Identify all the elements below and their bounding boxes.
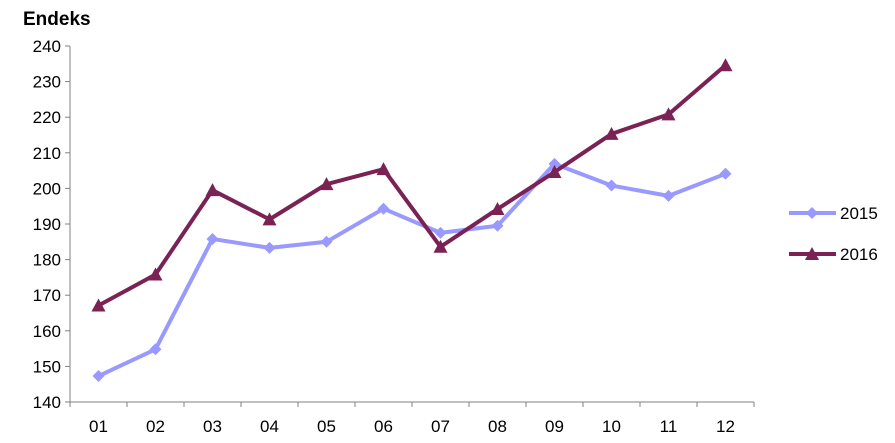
- series-line-2015: [97, 161, 727, 378]
- series-2016: [91, 58, 733, 312]
- data-point-2016: [718, 58, 733, 72]
- data-point-2015: [92, 370, 105, 383]
- data-point-2015: [662, 189, 675, 202]
- data-point-2016: [91, 298, 106, 312]
- series-layer: [91, 58, 733, 383]
- data-point-2015: [434, 226, 447, 239]
- legend-item-2015: 2015: [789, 204, 878, 223]
- data-point-2016: [148, 267, 163, 281]
- data-point-2016: [604, 126, 619, 140]
- x-tick-label: 03: [203, 417, 222, 436]
- data-point-2016: [661, 107, 676, 121]
- y-axis-title: Endeks: [23, 9, 91, 30]
- y-tick-label: 170: [33, 286, 61, 305]
- legend-marker: [805, 247, 819, 260]
- y-tick-label: 220: [33, 108, 61, 127]
- data-point-2015: [719, 167, 732, 180]
- data-point-2015: [149, 343, 162, 356]
- x-tick-label: 06: [374, 417, 393, 436]
- x-tick-label: 02: [146, 417, 165, 436]
- data-point-2016: [433, 239, 448, 253]
- data-point-2015: [263, 241, 276, 254]
- data-point-2016: [376, 162, 391, 176]
- series-2015: [92, 157, 732, 383]
- y-tick-label: 230: [33, 73, 61, 92]
- x-tick-label: 01: [89, 417, 108, 436]
- x-tick-label: 12: [716, 417, 735, 436]
- data-point-2015: [377, 202, 390, 215]
- x-tick-label: 09: [545, 417, 564, 436]
- legend: 2015 2016: [789, 204, 878, 264]
- data-point-2016: [262, 212, 277, 226]
- x-tick-label: 05: [317, 417, 336, 436]
- x-tick-label: 08: [488, 417, 507, 436]
- x-tick-label: 07: [431, 417, 450, 436]
- axes: [69, 46, 754, 403]
- data-point-2015: [548, 157, 561, 170]
- x-tick-label: 04: [260, 417, 279, 436]
- y-tick-label: 190: [33, 215, 61, 234]
- legend-label: 2015: [840, 204, 878, 223]
- data-point-2016: [319, 177, 334, 191]
- x-axis-ticks: 01 02 03 04 05 06 07 08 09 10 11 12: [69, 402, 755, 436]
- legend-label: 2016: [840, 245, 878, 264]
- y-tick-label: 180: [33, 251, 61, 270]
- y-tick-label: 150: [33, 357, 61, 376]
- series-line-2016: [97, 63, 727, 308]
- y-tick-label: 240: [33, 37, 61, 56]
- data-point-2015: [605, 179, 618, 192]
- y-tick-label: 200: [33, 179, 61, 198]
- data-point-2016: [205, 183, 220, 197]
- legend-marker: [806, 207, 818, 219]
- y-tick-label: 140: [33, 393, 61, 412]
- x-tick-label: 11: [660, 417, 678, 436]
- x-tick-label: 10: [602, 417, 621, 436]
- data-point-2015: [206, 232, 219, 245]
- y-axis-ticks: 140 150 160 170 180 190 200 210 220 230 240: [33, 37, 70, 412]
- legend-item-2016: 2016: [789, 245, 878, 264]
- y-tick-label: 160: [33, 322, 61, 341]
- data-point-2016: [547, 165, 562, 179]
- data-point-2016: [490, 202, 505, 216]
- y-tick-label: 210: [33, 144, 61, 163]
- data-point-2015: [320, 235, 333, 248]
- data-point-2015: [491, 219, 504, 232]
